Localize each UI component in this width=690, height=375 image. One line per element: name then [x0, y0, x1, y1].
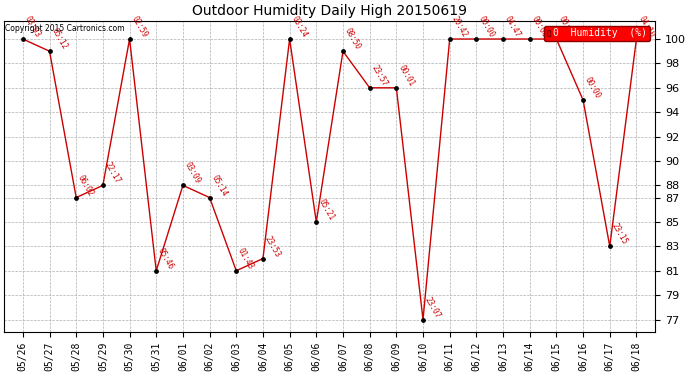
Text: 23:07: 23:07: [423, 295, 442, 320]
Text: 03:03: 03:03: [23, 15, 42, 39]
Text: 22:17: 22:17: [103, 161, 122, 185]
Text: 23:57: 23:57: [370, 63, 389, 88]
Point: [44, 48, 55, 54]
Title: Outdoor Humidity Daily High 20150619: Outdoor Humidity Daily High 20150619: [192, 4, 467, 18]
Point: [471, 36, 482, 42]
Point: [578, 97, 589, 103]
Point: [391, 85, 402, 91]
Text: 05:14: 05:14: [210, 173, 229, 198]
Text: 00:00: 00:00: [530, 15, 549, 39]
Point: [364, 85, 375, 91]
Point: [337, 48, 348, 54]
Point: [551, 36, 562, 42]
Text: 05:46: 05:46: [156, 246, 175, 271]
Point: [444, 36, 455, 42]
Text: 04:47: 04:47: [503, 15, 522, 39]
Point: [310, 219, 322, 225]
Text: 08:50: 08:50: [343, 27, 362, 51]
Point: [631, 36, 642, 42]
Text: 00:01: 00:01: [396, 63, 415, 88]
Point: [497, 36, 509, 42]
Point: [284, 36, 295, 42]
Text: 06:02: 06:02: [76, 173, 95, 198]
Point: [177, 182, 188, 188]
Text: 23:53: 23:53: [263, 234, 282, 258]
Point: [150, 268, 161, 274]
Text: 23:15: 23:15: [610, 222, 629, 246]
Point: [257, 255, 268, 261]
Text: 00:00: 00:00: [556, 15, 575, 39]
Text: Copyright 2015 Cartronics.com: Copyright 2015 Cartronics.com: [6, 24, 125, 33]
Point: [124, 36, 135, 42]
Text: 04:10: 04:10: [636, 15, 656, 39]
Text: 00:00: 00:00: [476, 15, 495, 39]
Text: 05:12: 05:12: [50, 27, 69, 51]
Point: [204, 195, 215, 201]
Text: 03:09: 03:09: [183, 161, 202, 185]
Text: 00:00: 00:00: [583, 75, 602, 100]
Text: 05:21: 05:21: [316, 198, 335, 222]
Legend: 0  Humidity  (%): 0 Humidity (%): [544, 26, 650, 41]
Text: 02:59: 02:59: [130, 15, 149, 39]
Point: [70, 195, 81, 201]
Text: 20:42: 20:42: [450, 15, 469, 39]
Text: 01:43: 01:43: [236, 246, 255, 271]
Point: [230, 268, 241, 274]
Point: [524, 36, 535, 42]
Point: [604, 243, 615, 249]
Point: [97, 182, 108, 188]
Text: 03:24: 03:24: [290, 15, 309, 39]
Point: [17, 36, 28, 42]
Point: [417, 316, 428, 322]
